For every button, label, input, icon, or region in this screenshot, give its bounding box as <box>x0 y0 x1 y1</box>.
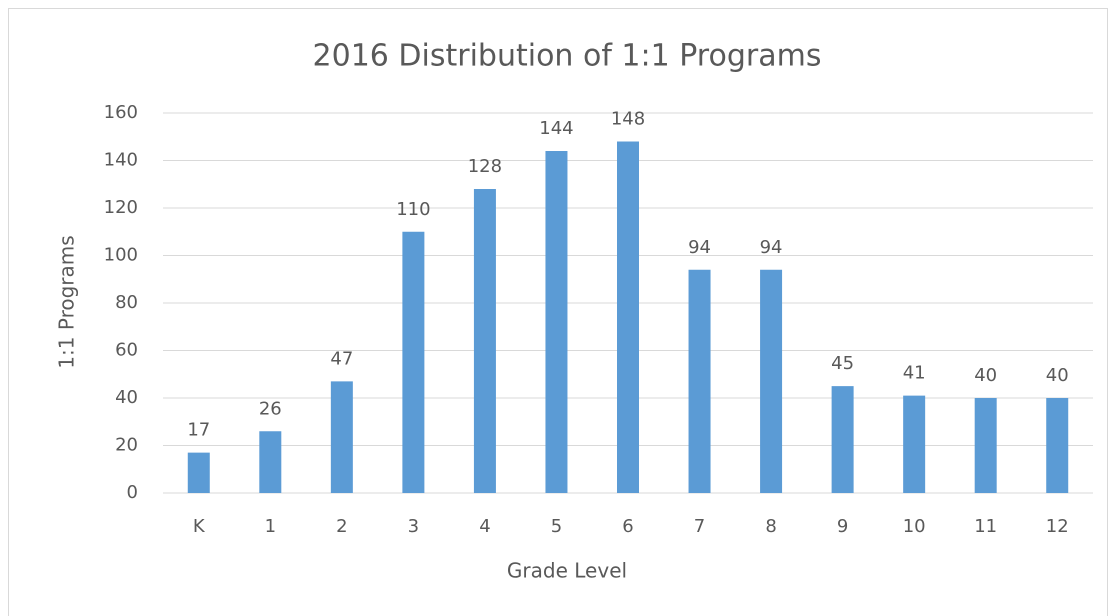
bar <box>617 141 639 493</box>
y-tick-label: 100 <box>104 245 138 266</box>
x-tick-label: 2 <box>336 516 347 537</box>
x-tick-label: 6 <box>622 516 633 537</box>
x-tick-label: 3 <box>408 516 419 537</box>
data-label: 94 <box>688 237 711 258</box>
x-tick-label: 11 <box>974 516 997 537</box>
y-tick-label: 120 <box>104 197 138 218</box>
data-label: 45 <box>831 353 854 374</box>
bar <box>259 431 282 493</box>
x-tick-label: 12 <box>1046 516 1069 537</box>
bar <box>903 395 926 493</box>
data-label: 40 <box>1046 365 1069 386</box>
y-tick-label: 60 <box>115 340 138 361</box>
y-tick-label: 160 <box>104 102 138 123</box>
chart-title: 2016 Distribution of 1:1 Programs <box>313 39 822 74</box>
x-tick-label: 10 <box>903 516 926 537</box>
x-tick-label: K <box>193 516 206 537</box>
data-label: 128 <box>468 156 502 177</box>
bar <box>330 381 353 493</box>
bar <box>1046 398 1069 493</box>
bar <box>974 398 997 493</box>
data-label: 41 <box>903 363 926 384</box>
bar <box>760 269 783 493</box>
y-tick-label: 80 <box>115 292 138 313</box>
bar <box>473 189 496 493</box>
bar <box>545 151 568 493</box>
data-label: 26 <box>259 398 282 419</box>
y-tick-label: 20 <box>115 435 138 456</box>
x-tick-label: 4 <box>479 516 490 537</box>
data-label: 40 <box>974 365 997 386</box>
data-label: 47 <box>330 348 353 369</box>
y-tick-label: 40 <box>115 387 138 408</box>
y-axis-label: 1:1 Programs <box>55 235 79 368</box>
bar <box>831 386 854 493</box>
x-tick-label: 9 <box>837 516 848 537</box>
data-label: 17 <box>187 420 210 441</box>
x-tick-label: 1 <box>265 516 276 537</box>
x-tick-label: 8 <box>765 516 776 537</box>
bar <box>402 231 425 493</box>
data-label: 110 <box>396 199 430 220</box>
x-tick-label: 7 <box>694 516 705 537</box>
x-axis-label: Grade Level <box>507 559 627 583</box>
x-tick-label: 5 <box>551 516 562 537</box>
data-label: 148 <box>611 109 645 130</box>
data-label: 94 <box>760 237 783 258</box>
data-label: 144 <box>539 118 573 139</box>
y-tick-label: 0 <box>127 482 138 503</box>
y-tick-label: 140 <box>104 150 138 171</box>
bar <box>187 452 210 493</box>
bar <box>688 269 711 493</box>
